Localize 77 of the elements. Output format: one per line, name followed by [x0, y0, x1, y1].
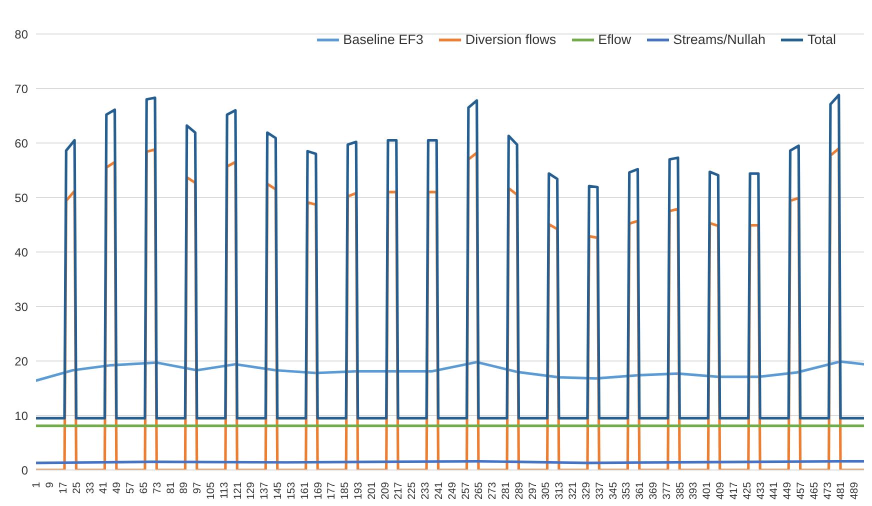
x-tick-label: 433 — [754, 482, 767, 500]
x-tick-label: 209 — [379, 482, 392, 500]
x-tick-label: 97 — [192, 482, 204, 494]
x-tick-label: 329 — [580, 482, 592, 500]
x-tick-label: 17 — [57, 482, 70, 494]
x-tick-label: 233 — [420, 482, 432, 500]
x-tick-label: 169 — [312, 482, 324, 500]
x-tick-label: 321 — [567, 482, 580, 500]
y-tick-label: 20 — [14, 354, 28, 368]
x-tick-label: 33 — [84, 482, 96, 494]
x-tick-label: 337 — [594, 482, 606, 500]
x-tick-label: 193 — [352, 482, 364, 500]
x-tick-label: 1 — [30, 482, 43, 488]
y-tick-label: 80 — [14, 27, 28, 42]
x-tick-label: 409 — [714, 482, 727, 500]
x-tick-label: 57 — [124, 482, 137, 494]
legend-label: Total — [807, 32, 836, 47]
x-tick-label: 489 — [848, 482, 861, 500]
x-tick-label: 113 — [218, 482, 230, 499]
x-tick-label: 121 — [232, 482, 244, 500]
x-tick-label: 353 — [620, 482, 633, 500]
x-tick-label: 465 — [808, 482, 820, 500]
y-tick-label: 10 — [14, 408, 28, 423]
legend-label: Streams/Nullah — [673, 32, 766, 47]
x-tick-label: 457 — [794, 482, 807, 500]
x-tick-label: 225 — [406, 482, 418, 500]
x-tick-label: 281 — [500, 482, 512, 500]
x-tick-label: 449 — [782, 482, 794, 500]
x-tick-label: 241 — [432, 482, 445, 500]
legend-label: Diversion flows — [465, 32, 556, 47]
x-tick-label: 217 — [392, 482, 405, 500]
x-tick-label: 401 — [701, 482, 714, 500]
y-tick-label: 60 — [14, 136, 28, 150]
x-tick-label: 65 — [138, 482, 150, 494]
x-tick-label: 481 — [835, 482, 848, 500]
x-tick-label: 49 — [111, 482, 124, 494]
y-tick-label: 50 — [14, 190, 28, 205]
x-tick-label: 361 — [634, 482, 646, 500]
x-tick-label: 185 — [339, 482, 352, 500]
x-tick-label: 393 — [688, 482, 700, 500]
x-tick-label: 345 — [607, 482, 620, 500]
x-tick-label: 265 — [473, 482, 486, 500]
x-tick-label: 257 — [460, 482, 472, 500]
x-tick-label: 385 — [674, 482, 686, 500]
legend-label: Eflow — [598, 32, 632, 47]
x-tick-label: 81 — [164, 482, 177, 494]
x-tick-label: 473 — [822, 482, 834, 500]
x-tick-label: 297 — [526, 482, 539, 500]
x-tick-label: 377 — [660, 482, 673, 500]
y-tick-label: 40 — [14, 245, 28, 260]
x-tick-label: 41 — [98, 482, 110, 494]
x-tick-label: 145 — [272, 482, 284, 500]
y-tick-label: 0 — [21, 463, 28, 478]
x-tick-label: 249 — [446, 482, 458, 500]
line-series — [36, 94, 864, 420]
x-tick-label: 9 — [44, 482, 56, 488]
x-tick-label: 153 — [285, 482, 298, 500]
x-tick-label: 25 — [70, 482, 83, 494]
x-tick-label: 201 — [366, 482, 378, 500]
x-tick-label: 161 — [298, 482, 311, 500]
x-tick-label: 313 — [554, 482, 566, 500]
x-tick-label: 425 — [741, 482, 754, 500]
x-tick-label: 137 — [258, 482, 271, 500]
y-tick-label: 70 — [14, 82, 28, 96]
x-tick-label: 441 — [768, 482, 780, 500]
x-tick-label: 305 — [540, 482, 552, 500]
x-tick-label: 417 — [728, 482, 740, 500]
x-tick-label: 177 — [326, 482, 338, 500]
legend-label: Baseline EF3 — [343, 32, 424, 47]
x-tick-label: 105 — [204, 482, 217, 500]
y-tick-label: 30 — [14, 300, 28, 314]
x-tick-label: 73 — [151, 482, 164, 494]
x-tick-label: 289 — [513, 482, 526, 500]
x-tick-label: 89 — [178, 482, 190, 494]
x-tick-label: 273 — [486, 482, 499, 500]
x-tick-label: 129 — [245, 482, 258, 500]
x-tick-label: 369 — [647, 482, 660, 500]
